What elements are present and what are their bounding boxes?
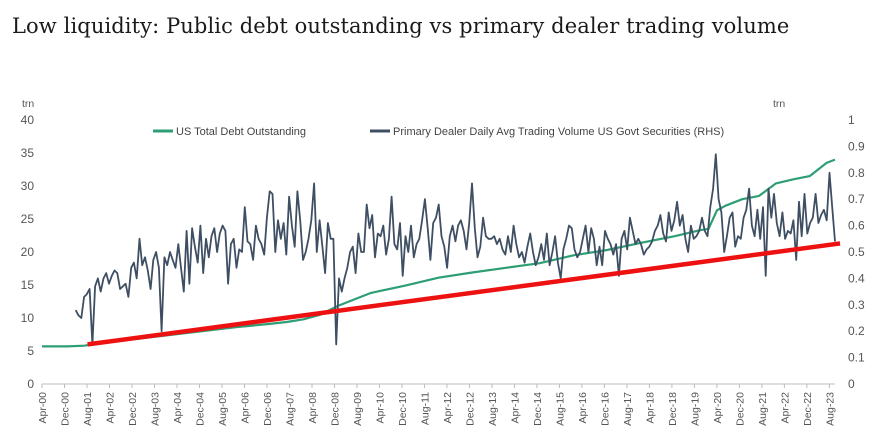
x-tick-label: Apr-02 (104, 392, 116, 424)
x-tick-label: Aug-17 (622, 392, 634, 426)
right-y-tick-label: 0.1 (848, 351, 865, 365)
x-tick-label: Dec-02 (127, 392, 139, 426)
left-y-tick-label: 5 (27, 344, 34, 358)
left-y-tick-label: 0 (27, 377, 34, 391)
x-tick-label: Dec-16 (599, 392, 611, 426)
chart-title: Low liquidity: Public debt outstanding v… (12, 14, 790, 38)
x-tick-label: Aug-21 (757, 392, 769, 426)
axis-ticks: 0 5 10 15 20 25 30 35 40 0 0.1 0.2 0.3 0.4 0.5 0.6 0.7 0.… (21, 113, 865, 426)
x-tick-label: Apr-08 (307, 392, 319, 424)
x-tick-label: Apr-18 (644, 392, 656, 424)
left-y-tick-label: 15 (21, 278, 35, 292)
x-tick-label: Aug-13 (487, 392, 499, 426)
right-axis-unit: trn (773, 98, 785, 110)
right-y-tick-label: 0 (848, 377, 855, 391)
x-tick-label: Apr-06 (239, 392, 251, 424)
x-tick-label: Dec-10 (397, 392, 409, 426)
right-y-tick-label: 0.3 (848, 298, 865, 312)
legend-debt-label: US Total Debt Outstanding (176, 126, 306, 138)
x-tick-label: Aug-05 (217, 392, 229, 426)
x-tick-label: Dec-04 (194, 392, 206, 426)
right-y-tick-label: 0.4 (848, 271, 865, 285)
x-tick-label: Aug-07 (284, 392, 296, 426)
left-y-tick-label: 35 (21, 146, 35, 160)
x-tick-label: Dec-00 (59, 392, 71, 426)
x-tick-label: Apr-16 (577, 392, 589, 424)
volume-series-layer (74, 153, 841, 347)
x-tick-label: Apr-22 (779, 392, 791, 424)
x-tick-label: Aug-11 (419, 392, 431, 425)
x-tick-label: Apr-00 (37, 392, 49, 424)
x-tick-label: Dec-06 (262, 392, 274, 426)
x-tick-label: Dec-22 (802, 392, 814, 426)
left-y-tick-label: 20 (21, 245, 35, 259)
x-tick-label: Dec-12 (464, 392, 476, 426)
x-tick-label: Aug-15 (554, 392, 566, 426)
x-tick-label: Apr-10 (374, 392, 386, 424)
x-tick-label: Apr-14 (509, 392, 521, 424)
x-tick-label: Aug-03 (149, 392, 161, 426)
left-y-tick-label: 25 (21, 212, 35, 226)
x-tick-label: Apr-04 (172, 392, 184, 424)
left-y-tick-label: 30 (21, 179, 35, 193)
legend: US Total Debt Outstanding Primary Dealer… (153, 126, 724, 138)
left-y-tick-label: 40 (21, 113, 35, 127)
legend-volume-label: Primary Dealer Daily Avg Trading Volume … (393, 126, 724, 138)
x-tick-label: Apr-12 (442, 392, 454, 424)
volume-series-line (74, 153, 836, 346)
x-tick-label: Aug-01 (82, 392, 94, 426)
x-tick-label: Apr-20 (712, 392, 724, 424)
right-y-tick-label: 0.2 (848, 324, 865, 338)
x-tick-label: Aug-19 (689, 392, 701, 426)
right-y-tick-label: 0.7 (848, 192, 865, 206)
left-y-tick-label: 10 (21, 311, 35, 325)
right-y-tick-label: 0.8 (848, 166, 865, 180)
x-tick-label: Dec-08 (329, 392, 341, 426)
right-y-tick-label: 0.6 (848, 219, 865, 233)
x-tick-label: Aug-09 (352, 392, 364, 426)
trend-line (87, 241, 841, 347)
x-tick-label: Dec-18 (667, 392, 679, 426)
right-y-tick-label: 0.9 (848, 139, 865, 153)
x-tick-label: Dec-14 (532, 392, 544, 426)
right-y-tick-label: 0.5 (848, 245, 865, 259)
right-y-tick-label: 1 (848, 113, 855, 127)
left-axis-unit: trn (22, 98, 34, 110)
x-tick-label: Aug-23 (824, 392, 836, 426)
x-tick-label: Dec-20 (734, 392, 746, 426)
